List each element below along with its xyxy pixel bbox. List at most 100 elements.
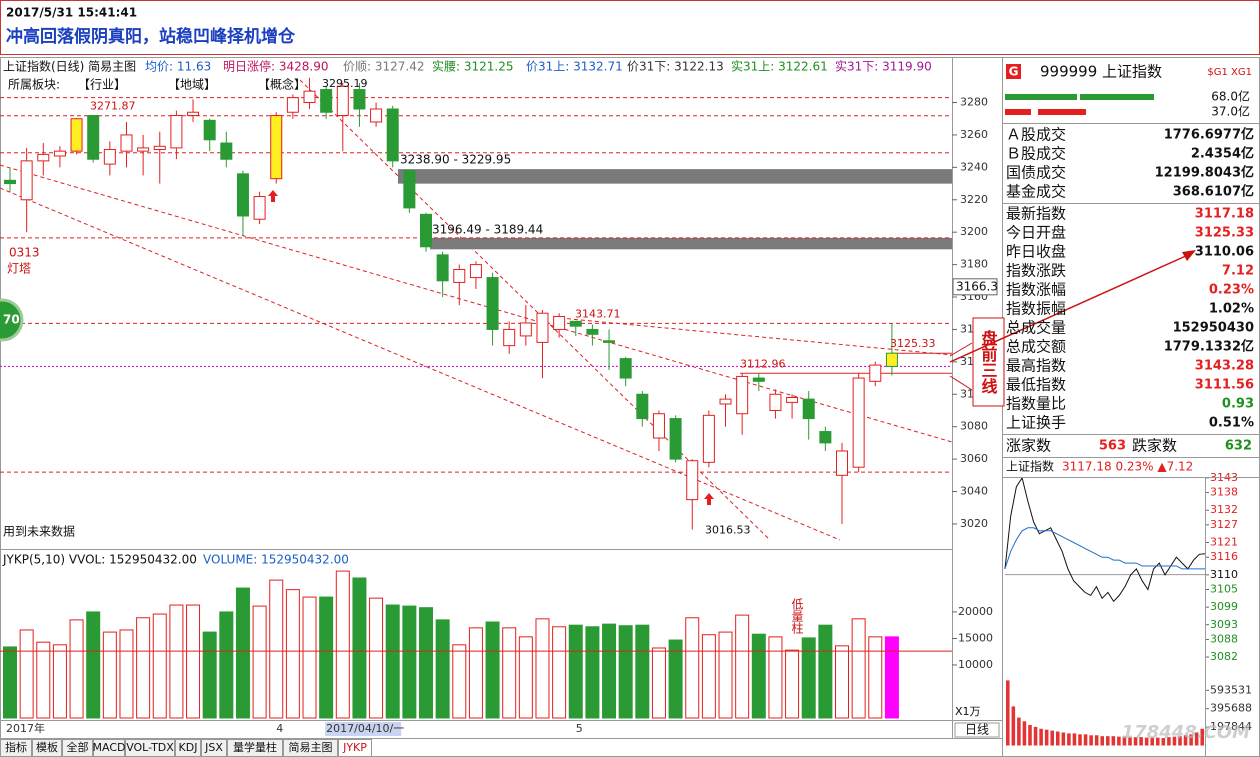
row-label: 指数涨幅: [1006, 281, 1066, 299]
intraday-volume-bar: [1194, 732, 1199, 746]
tab-label[interactable]: MACD: [93, 741, 126, 754]
tab-label[interactable]: VOL-TDX: [126, 741, 174, 754]
y-tick-label: 3280: [960, 96, 988, 109]
candle-body: [769, 393, 782, 411]
y-tick-label: 20000: [958, 605, 993, 618]
sector-item: 【地域】: [168, 78, 216, 92]
intraday-volume-bar: [1106, 736, 1110, 746]
intraday-volume-bar: [1178, 736, 1182, 746]
candle-body: [786, 397, 799, 403]
mini-title: 上证指数: [1006, 459, 1054, 474]
y-tick-label: 3121: [1210, 536, 1238, 549]
info-item: 实腰: 3121.25: [432, 59, 513, 74]
row-value: 3110.06: [1195, 245, 1254, 260]
row-label: 最高指数: [1006, 357, 1066, 375]
annotation: 3016.53: [705, 524, 751, 537]
intraday-line: [1004, 476, 1206, 603]
candle-body: [553, 315, 566, 330]
row-value: 1776.6977亿: [1164, 127, 1254, 143]
period-box[interactable]: [954, 722, 1000, 738]
intraday-volume-bar: [1189, 734, 1193, 746]
breadth-down: 632: [1225, 439, 1252, 454]
info-item: 价31下: 3122.13: [627, 60, 724, 74]
volume-subtitle: VOLUME: 152950432.00: [203, 553, 349, 567]
volume-bar: [385, 604, 400, 719]
volume-bar: [169, 604, 184, 719]
annotation: 3295.19: [322, 77, 368, 90]
tab-label[interactable]: KDJ: [179, 741, 198, 754]
row-value: 1.02%: [1209, 302, 1254, 317]
row-value: 3125.33: [1195, 226, 1254, 241]
info-item: 实31下: 3119.90: [835, 59, 932, 74]
sector-item: 【概念】: [258, 77, 306, 92]
zone-label: 3238.90 - 3229.95: [400, 153, 511, 167]
volume-bar: [269, 579, 284, 719]
signal-badge-text: 70: [3, 313, 20, 327]
volume-bar: [518, 636, 533, 719]
candle-body: [852, 377, 865, 468]
intraday-volume-bar: [1128, 737, 1132, 746]
volume-bar: [52, 644, 67, 719]
row-label: 最低指数: [1006, 376, 1066, 394]
y-tick-label: 3240: [960, 160, 988, 173]
row-label: 指数振幅: [1006, 300, 1066, 318]
y-tick-label: 15000: [958, 631, 993, 644]
signal-code: 0313: [9, 246, 40, 260]
candle-body: [869, 364, 882, 382]
y-tick-label: 3040: [960, 485, 988, 498]
volume-bar: [535, 618, 550, 719]
candle-body: [253, 196, 266, 220]
tab-label[interactable]: 模板: [36, 740, 58, 754]
candle-body: [20, 160, 33, 201]
info-item: 明日涨停: 3428.90: [223, 59, 328, 74]
volume-bar: [835, 645, 849, 719]
flow-bar: [1005, 109, 1031, 115]
intraday-volume-bar: [1067, 733, 1071, 746]
y-tick-label: 395688: [1210, 702, 1252, 715]
chart-marks: 3020304030603080310031203140316031803200…: [0, 77, 1252, 746]
volume-bar: [69, 619, 84, 719]
candle-body: [137, 147, 150, 152]
volume-bar: [468, 627, 483, 719]
code-name: 999999 上证指数: [1040, 63, 1162, 81]
tab-label[interactable]: 简易主图: [289, 740, 333, 754]
intraday-volume-bar: [1050, 730, 1054, 746]
intraday-volume-bar: [1156, 737, 1160, 746]
candle-body: [503, 328, 516, 347]
candle-body: [453, 268, 466, 283]
row-label: 今日开盘: [1006, 224, 1066, 242]
volume-bar: [119, 629, 134, 719]
row-label: 上证换手: [1006, 414, 1066, 432]
row-value: 3111.56: [1195, 378, 1254, 393]
candle-body: [120, 134, 133, 152]
y-tick-label: 3110: [1210, 568, 1238, 581]
tab-label[interactable]: 全部: [67, 740, 89, 754]
row-label: Ａ股成交: [1006, 126, 1066, 144]
annotation: 3112.96: [740, 357, 786, 370]
candle-body: [636, 393, 649, 420]
intraday-volume-bar: [1078, 734, 1082, 746]
y-tick-label: 197844: [1210, 720, 1252, 733]
tab-label[interactable]: JYKP: [342, 741, 367, 754]
volume-bar: [369, 597, 384, 719]
tab-label[interactable]: 指标: [5, 740, 27, 754]
candle-body: [469, 264, 482, 279]
tab-label[interactable]: 量学量柱: [233, 740, 277, 754]
x-tick-label: 2017年: [6, 721, 45, 735]
volume-bar: [335, 570, 350, 719]
volume-bar: [86, 611, 101, 719]
volume-bar: [19, 629, 34, 719]
info-item: 上证指数(日线) 简易主图: [3, 59, 136, 74]
candle-body: [819, 431, 832, 444]
y-tick-label: 3088: [1210, 632, 1238, 645]
tab-label[interactable]: JSX: [204, 741, 223, 754]
candle-body: [702, 414, 715, 463]
candle-body: [719, 398, 732, 405]
volume-bar: [235, 587, 250, 719]
period[interactable]: 日线: [965, 723, 989, 737]
flow-label: 68.0亿: [1211, 89, 1250, 104]
intraday-volume-bar: [1133, 737, 1138, 746]
candle-body: [236, 173, 249, 217]
intraday-volume-bar: [1183, 735, 1188, 746]
x-tick-label: 4: [276, 722, 283, 735]
